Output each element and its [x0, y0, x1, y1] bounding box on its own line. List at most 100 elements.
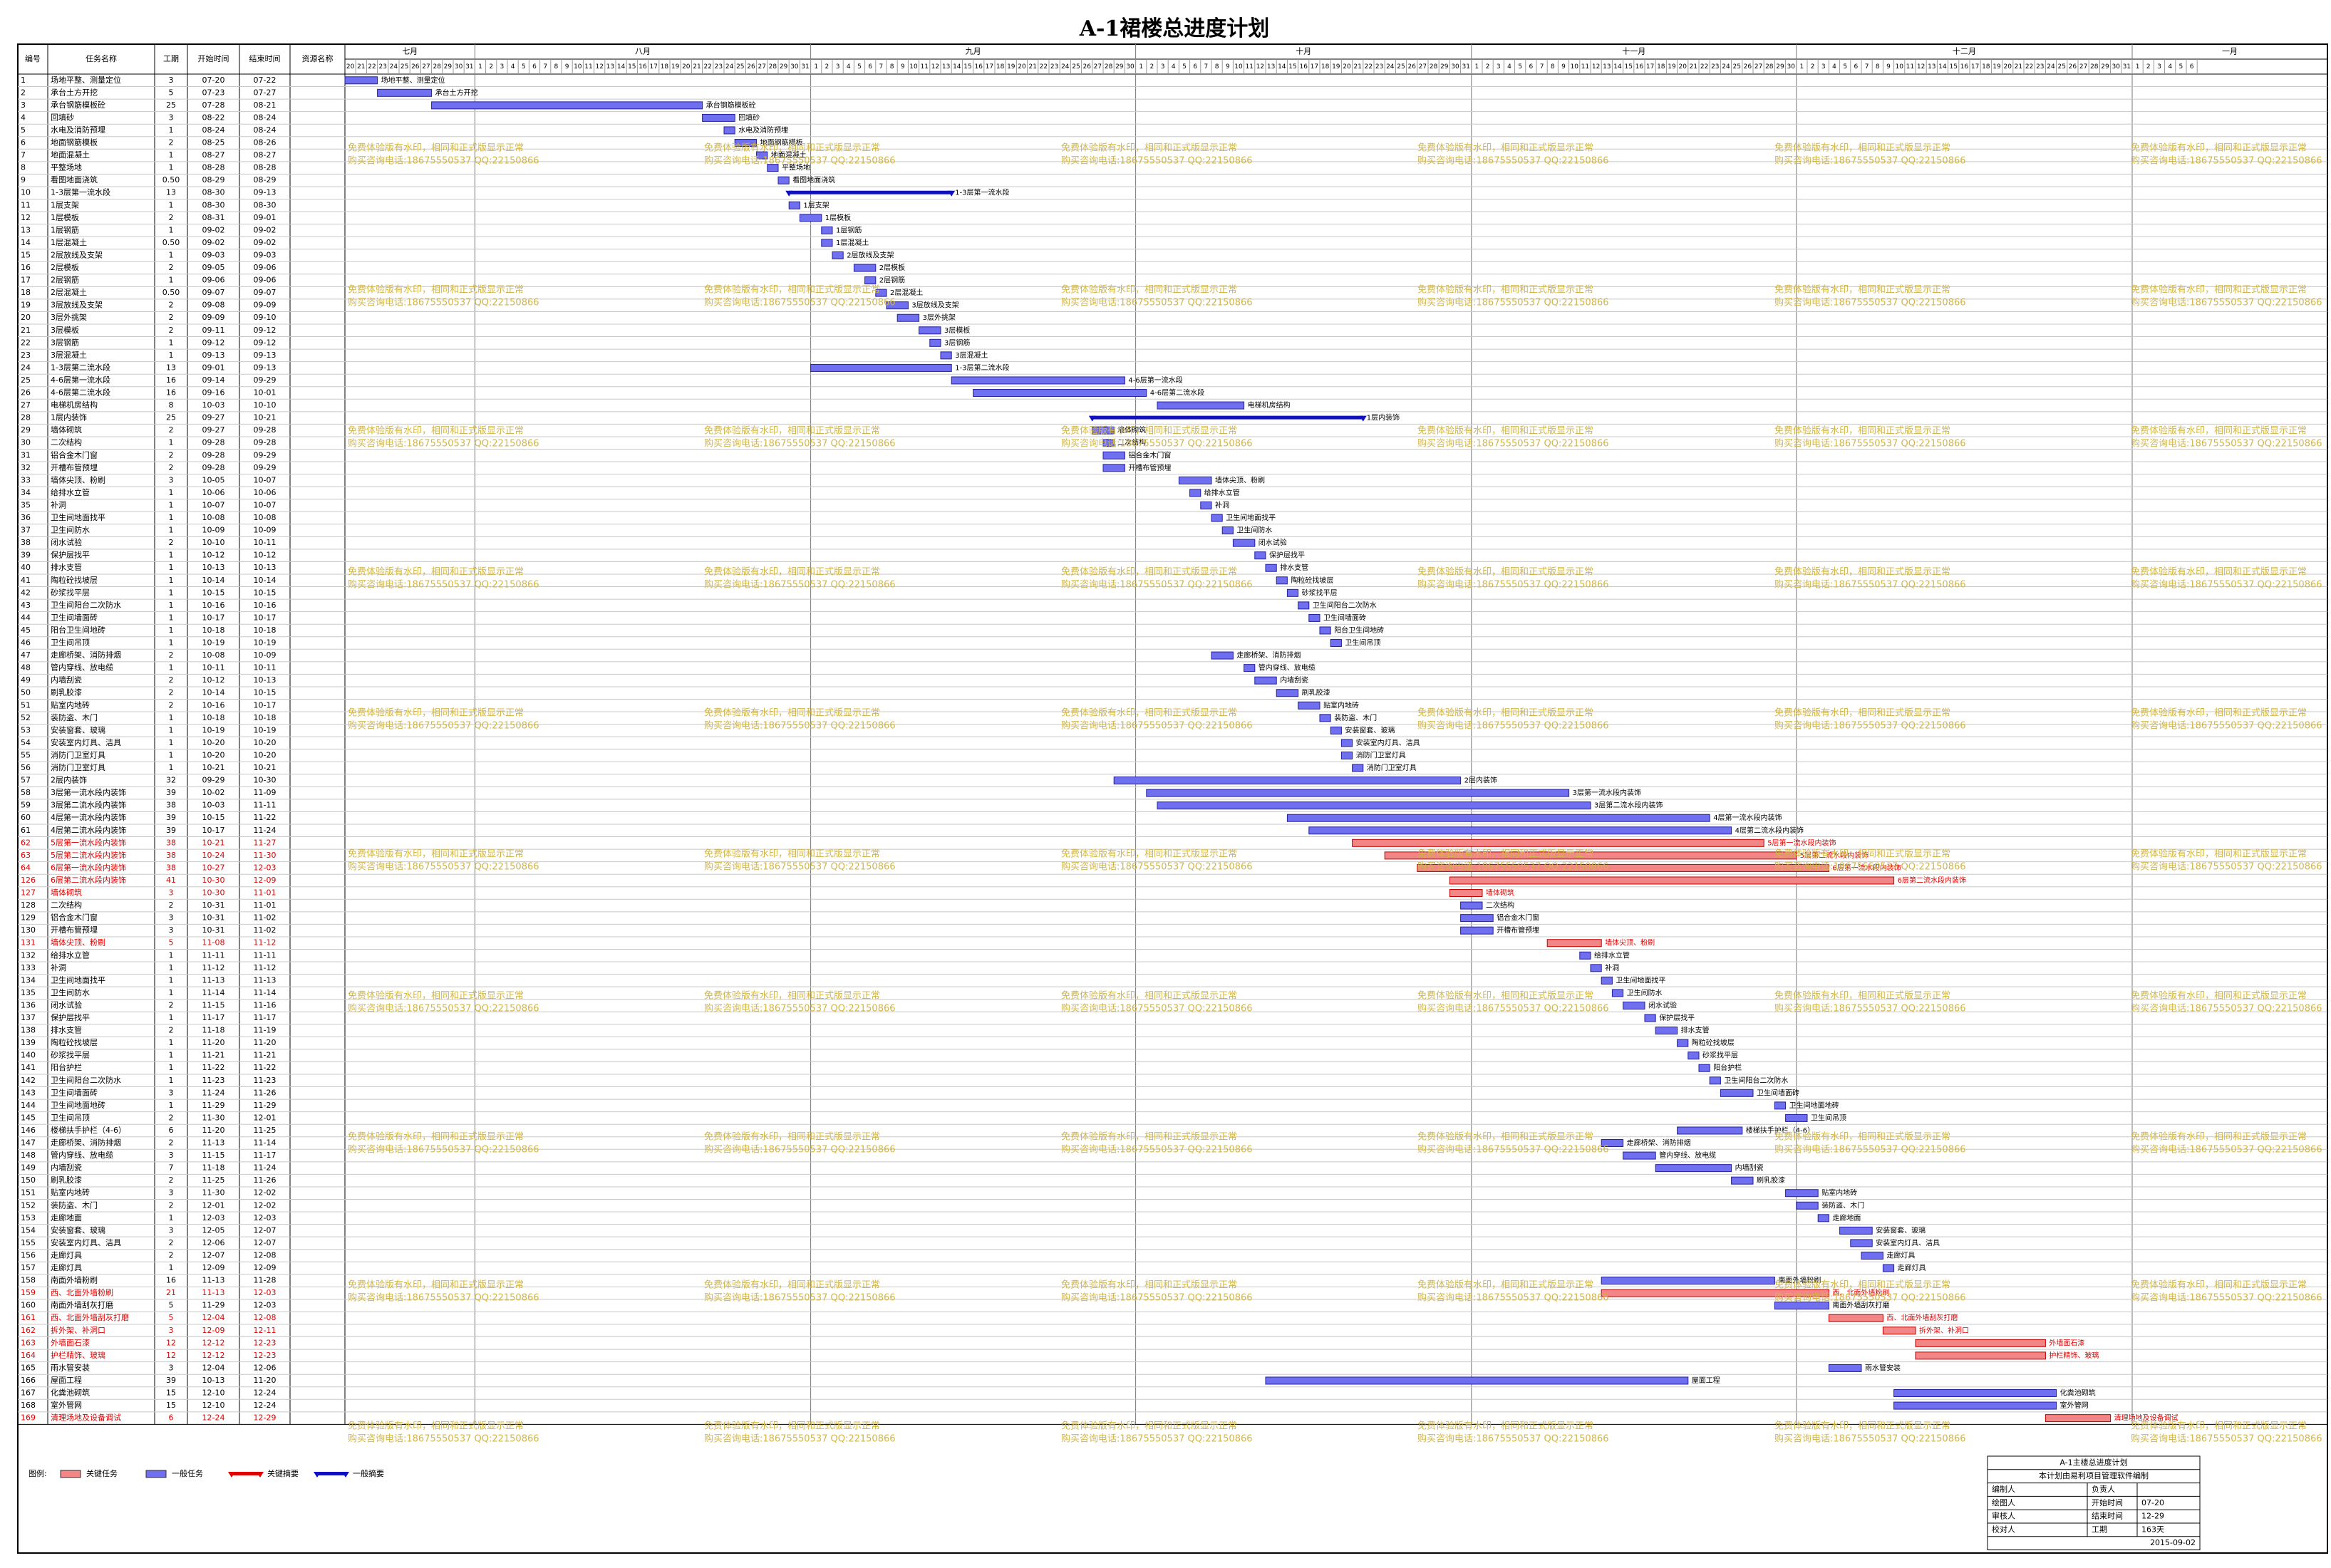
- day-label: 30: [790, 63, 799, 71]
- watermark: 购买咨询电话:18675550537 QQ:22150866: [2131, 720, 2322, 732]
- watermark: 购买咨询电话:18675550537 QQ:22150866: [1774, 720, 1966, 732]
- day-label: 24: [390, 63, 398, 71]
- watermark: 购买咨询电话:18675550537 QQ:22150866: [2131, 155, 2322, 167]
- cell: 137: [21, 1013, 36, 1022]
- bar-label: 5层第一流水段内装饰: [1767, 838, 1836, 847]
- cell: 09-16: [202, 388, 225, 398]
- cell: 12-07: [254, 1238, 276, 1247]
- task-bar: [1286, 588, 1299, 597]
- cell: 1: [169, 988, 174, 997]
- watermark: 购买咨询电话:18675550537 QQ:22150866: [1774, 438, 1966, 450]
- day-label: 20: [346, 63, 355, 71]
- cell: 5层第二流水段内装饰: [51, 850, 126, 860]
- task-bar: [832, 251, 844, 259]
- day-label: 21: [357, 63, 365, 71]
- day-label: 21: [1353, 63, 1361, 71]
- day-label: 23: [1711, 63, 1719, 71]
- cell: 7: [169, 1163, 174, 1173]
- cell: 2: [169, 650, 174, 660]
- day-label: 3: [1497, 63, 1501, 71]
- cell: 6层第二流水段内装饰: [51, 875, 126, 885]
- watermark: 免费体验版有水印，相同和正式版显示正常: [2131, 1421, 2307, 1432]
- bar-label: 清理场地及设备调试: [2114, 1413, 2178, 1423]
- cell: 10-21: [254, 763, 276, 772]
- cell: 1: [169, 576, 174, 585]
- day-label: 12: [1256, 63, 1264, 71]
- cell: 10-27: [202, 863, 225, 872]
- cell: 铝合金木门窗: [51, 450, 98, 460]
- day-label: 27: [422, 63, 430, 71]
- task-bar: [1276, 576, 1288, 585]
- cell: 13: [21, 225, 31, 234]
- cell: 12-12: [202, 1351, 225, 1360]
- cell: 45: [21, 625, 31, 635]
- day-label: 2: [1811, 63, 1815, 71]
- watermark: 免费体验版有水印，相同和正式版显示正常: [1774, 1131, 1950, 1143]
- cell: 内墙刮瓷: [51, 675, 82, 685]
- day-label: 3: [1161, 63, 1165, 71]
- bar-label: 闭水试验: [1258, 538, 1287, 547]
- cell: 11-02: [254, 913, 276, 923]
- cell: 55: [21, 750, 31, 759]
- bar-label: 3层放线及支架: [911, 301, 958, 310]
- bar-label: 1层混凝土: [836, 238, 869, 247]
- day-label: 1: [1800, 63, 1804, 71]
- cell: 贴室内地砖: [51, 700, 90, 710]
- watermark: 购买咨询电话:18675550537 QQ:22150866: [1417, 1433, 1609, 1445]
- cell: 08-30: [202, 200, 225, 209]
- watermark: 购买咨询电话:18675550537 QQ:22150866: [348, 1292, 539, 1304]
- cell: 水电及消防预埋: [51, 125, 105, 135]
- cell: 09-28: [254, 425, 276, 435]
- cell: 管内穿线、放电缆: [51, 1150, 113, 1160]
- watermark: 免费体验版有水印，相同和正式版显示正常: [1774, 566, 1950, 578]
- cell: 11-20: [202, 1038, 225, 1047]
- cell: 3: [169, 888, 174, 898]
- cell: 清理场地及设备调试: [51, 1413, 121, 1423]
- bar-label: 4层第一流水段内装饰: [1713, 813, 1782, 822]
- cell: 41: [166, 876, 176, 885]
- bar-label: 卫生间地面找平: [1226, 513, 1276, 522]
- cell: 地面混凝土: [51, 150, 90, 160]
- watermark: 购买咨询电话:18675550537 QQ:22150866: [704, 861, 896, 873]
- day-label: 29: [1115, 63, 1124, 71]
- bar-label: 安装窗套、玻璃: [1876, 1225, 1926, 1235]
- day-label: 18: [1982, 63, 1990, 71]
- cell: 10-10: [254, 400, 276, 410]
- watermark: 购买咨询电话:18675550537 QQ:22150866: [348, 1144, 539, 1156]
- day-label: 20: [2003, 63, 2012, 71]
- cell: 12: [166, 1351, 176, 1360]
- cell: 开槽布管预埋: [51, 925, 98, 935]
- watermark: 购买咨询电话:18675550537 QQ:22150866: [348, 1003, 539, 1014]
- cell: 151: [21, 1188, 36, 1198]
- bar-label: 二次结构: [1486, 900, 1514, 910]
- watermark: 免费体验版有水印，相同和正式版显示正常: [1061, 142, 1237, 154]
- cell: 刷乳胶漆: [51, 687, 82, 697]
- task-bar: [1850, 1239, 1873, 1247]
- cell: 1: [169, 526, 174, 535]
- task-bar: [344, 76, 378, 85]
- cell: 11-13: [202, 1276, 225, 1285]
- watermark: 免费体验版有水印，相同和正式版显示正常: [1417, 142, 1593, 154]
- cell: 1: [169, 1063, 174, 1072]
- cell: 160: [21, 1301, 36, 1310]
- cell: 15: [166, 1401, 176, 1410]
- watermark: 免费体验版有水印，相同和正式版显示正常: [704, 990, 880, 1002]
- cell: 3层混凝土: [51, 350, 87, 360]
- cell: 08-22: [202, 113, 225, 122]
- task-bar: [1601, 1139, 1624, 1148]
- cell: 57: [21, 776, 31, 785]
- cell: 11-14: [254, 988, 276, 997]
- cell: 6: [169, 1126, 174, 1135]
- task-bar: [788, 201, 800, 209]
- cell: 10-15: [202, 813, 225, 822]
- cell: 2: [169, 301, 174, 310]
- day-label: 25: [1732, 63, 1740, 71]
- cell: 129: [21, 913, 36, 923]
- cell: 09-28: [202, 438, 225, 447]
- task-bar: [1460, 914, 1494, 923]
- cell: 消防门卫室灯具: [51, 749, 105, 759]
- cell: 10-21: [202, 838, 225, 847]
- cell: 场地平整、测量定位: [51, 75, 121, 85]
- watermark: 购买咨询电话:18675550537 QQ:22150866: [348, 438, 539, 450]
- watermark: 购买咨询电话:18675550537 QQ:22150866: [1061, 155, 1253, 167]
